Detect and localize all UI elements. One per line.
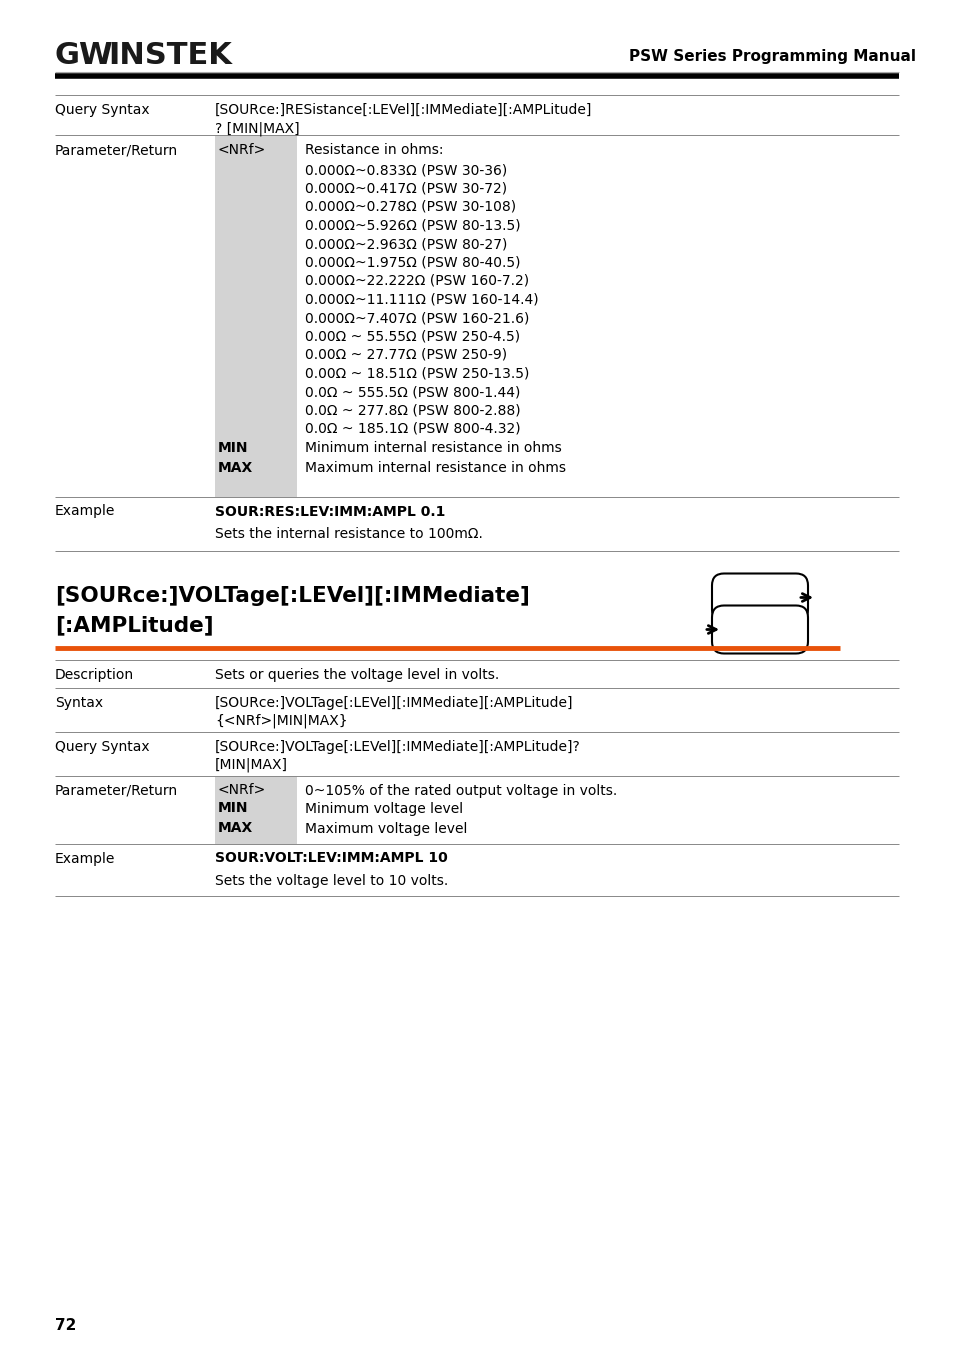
- Text: PSW Series Programming Manual: PSW Series Programming Manual: [628, 50, 915, 65]
- Text: 0.00Ω ~ 55.55Ω (PSW 250-4.5): 0.00Ω ~ 55.55Ω (PSW 250-4.5): [305, 329, 519, 344]
- Text: Minimum internal resistance in ohms: Minimum internal resistance in ohms: [305, 441, 561, 455]
- Text: SOUR:VOLT:LEV:IMM:AMPL 10: SOUR:VOLT:LEV:IMM:AMPL 10: [214, 851, 447, 866]
- Text: Minimum voltage level: Minimum voltage level: [305, 801, 462, 816]
- FancyBboxPatch shape: [711, 606, 807, 653]
- Text: [SOURce:]VOLTage[:LEVel][:IMMediate][:AMPLitude]?
[MIN|MAX]: [SOURce:]VOLTage[:LEVel][:IMMediate][:AM…: [214, 739, 580, 773]
- Text: 0.000Ω~5.926Ω (PSW 80-13.5): 0.000Ω~5.926Ω (PSW 80-13.5): [305, 219, 520, 232]
- Text: Sets or queries the voltage level in volts.: Sets or queries the voltage level in vol…: [214, 668, 498, 681]
- Text: Maximum internal resistance in ohms: Maximum internal resistance in ohms: [305, 460, 565, 475]
- Bar: [214, 135, 296, 496]
- Text: Example: Example: [55, 505, 115, 518]
- Text: Query Syntax: Query Syntax: [55, 103, 150, 117]
- Text: 0.00Ω ~ 18.51Ω (PSW 250-13.5): 0.00Ω ~ 18.51Ω (PSW 250-13.5): [305, 367, 529, 380]
- Text: Maximum voltage level: Maximum voltage level: [305, 822, 467, 835]
- Text: [:AMPLitude]: [:AMPLitude]: [55, 615, 213, 635]
- Text: MAX: MAX: [218, 460, 253, 475]
- Text: 0.0Ω ~ 185.1Ω (PSW 800-4.32): 0.0Ω ~ 185.1Ω (PSW 800-4.32): [305, 422, 520, 436]
- Text: 72: 72: [55, 1318, 76, 1333]
- Text: 0.000Ω~0.833Ω (PSW 30-36): 0.000Ω~0.833Ω (PSW 30-36): [305, 163, 507, 177]
- Text: 0.00Ω ~ 27.77Ω (PSW 250-9): 0.00Ω ~ 27.77Ω (PSW 250-9): [305, 348, 507, 362]
- Text: MIN: MIN: [218, 441, 248, 455]
- Text: G: G: [55, 40, 80, 70]
- Text: Syntax: Syntax: [55, 696, 103, 710]
- Text: 0.000Ω~0.278Ω (PSW 30-108): 0.000Ω~0.278Ω (PSW 30-108): [305, 200, 516, 214]
- Text: <NRf>: <NRf>: [218, 784, 266, 797]
- FancyBboxPatch shape: [711, 573, 807, 622]
- Text: Description: Description: [55, 668, 134, 681]
- Text: 0.000Ω~1.975Ω (PSW 80-40.5): 0.000Ω~1.975Ω (PSW 80-40.5): [305, 255, 520, 270]
- Text: [SOURce:]VOLTage[:LEVel][:IMMediate][:AMPLitude]
{<NRf>|MIN|MAX}: [SOURce:]VOLTage[:LEVel][:IMMediate][:AM…: [214, 696, 573, 728]
- Text: SOUR:RES:LEV:IMM:AMPL 0.1: SOUR:RES:LEV:IMM:AMPL 0.1: [214, 505, 445, 518]
- Text: 0.000Ω~11.111Ω (PSW 160-14.4): 0.000Ω~11.111Ω (PSW 160-14.4): [305, 293, 538, 306]
- Text: Parameter/Return: Parameter/Return: [55, 143, 178, 156]
- Text: [SOURce:]VOLTage[:LEVel][:IMMediate]: [SOURce:]VOLTage[:LEVel][:IMMediate]: [55, 585, 529, 606]
- Text: <NRf>: <NRf>: [218, 143, 266, 156]
- Text: MAX: MAX: [218, 822, 253, 835]
- Text: 0.000Ω~2.963Ω (PSW 80-27): 0.000Ω~2.963Ω (PSW 80-27): [305, 237, 507, 251]
- Text: 0.0Ω ~ 555.5Ω (PSW 800-1.44): 0.0Ω ~ 555.5Ω (PSW 800-1.44): [305, 384, 519, 399]
- Text: Example: Example: [55, 851, 115, 866]
- Text: Query Syntax: Query Syntax: [55, 739, 150, 754]
- Text: 0.000Ω~0.417Ω (PSW 30-72): 0.000Ω~0.417Ω (PSW 30-72): [305, 182, 507, 196]
- Text: [SOURce:]RESistance[:LEVel][:IMMediate][:AMPLitude]
? [MIN|MAX]: [SOURce:]RESistance[:LEVel][:IMMediate][…: [214, 103, 592, 136]
- Text: Parameter/Return: Parameter/Return: [55, 784, 178, 797]
- Text: Resistance in ohms:: Resistance in ohms:: [305, 143, 443, 156]
- Text: 0.000Ω~22.222Ω (PSW 160-7.2): 0.000Ω~22.222Ω (PSW 160-7.2): [305, 274, 529, 287]
- Text: Sets the voltage level to 10 volts.: Sets the voltage level to 10 volts.: [214, 874, 448, 888]
- Bar: [214, 776, 296, 843]
- Text: INSTEK: INSTEK: [108, 40, 232, 70]
- Text: MIN: MIN: [218, 801, 248, 816]
- Text: Sets the internal resistance to 100mΩ.: Sets the internal resistance to 100mΩ.: [214, 526, 482, 541]
- Text: W: W: [78, 40, 112, 70]
- Text: 0.0Ω ~ 277.8Ω (PSW 800-2.88): 0.0Ω ~ 277.8Ω (PSW 800-2.88): [305, 403, 520, 417]
- Text: 0.000Ω~7.407Ω (PSW 160-21.6): 0.000Ω~7.407Ω (PSW 160-21.6): [305, 312, 529, 325]
- Text: 0~105% of the rated output voltage in volts.: 0~105% of the rated output voltage in vo…: [305, 784, 617, 797]
